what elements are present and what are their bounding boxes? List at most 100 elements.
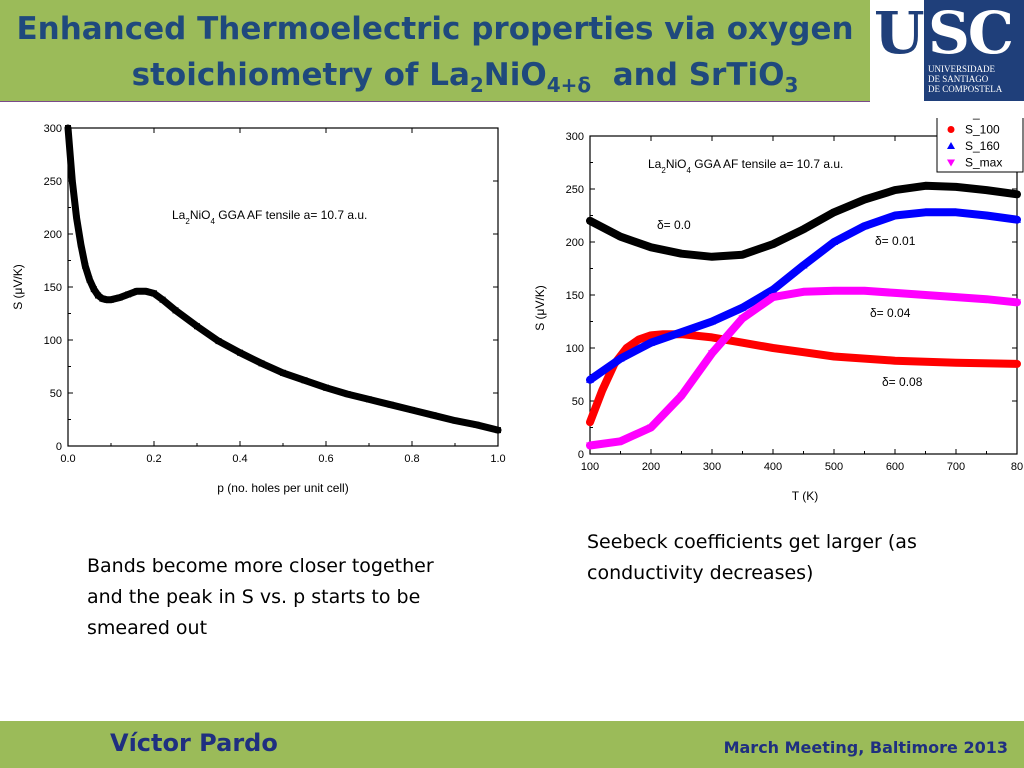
- title-text-c: and SrTiO: [591, 57, 785, 93]
- x-tick-label: 500: [825, 461, 843, 473]
- event-name: March Meeting, Baltimore 2013: [723, 738, 1008, 757]
- x-tick-label: 80: [1011, 461, 1023, 473]
- data-point-s_max: [677, 392, 686, 400]
- y-tick-label: 200: [44, 229, 62, 241]
- data-point-s_max: [738, 315, 747, 323]
- usc-logo: U SC UNIVERSIDADE DE SANTIAGO DE COMPOST…: [870, 0, 1024, 101]
- data-point-s_max: [891, 289, 899, 297]
- data-point: [215, 338, 222, 345]
- y-tick-label: 300: [566, 131, 584, 143]
- data-point: [82, 262, 89, 269]
- data-point-s_max: [586, 442, 594, 450]
- data-point-s_max: [799, 288, 808, 296]
- seebeck-vs-temperature-chart: 100 200 300 400 500 600 700 8005010015020025030…: [533, 118, 1024, 503]
- y-tick-label: 250: [44, 176, 62, 188]
- data-point-s_100: [708, 333, 716, 341]
- x-tick-label: 400: [764, 461, 782, 473]
- legend-marker-s_max: [947, 159, 955, 167]
- data-point-s_ef: [617, 233, 624, 240]
- data-point: [194, 323, 200, 330]
- data-point: [99, 295, 106, 302]
- y-tick-label: 50: [572, 396, 584, 408]
- data-point: [280, 369, 286, 376]
- author-name: Víctor Pardo: [110, 729, 278, 757]
- x-tick-label: 0.8: [404, 453, 419, 465]
- plot-frame: [67, 127, 499, 447]
- x-axis-label: p (no. holes per unit cell): [217, 481, 348, 495]
- y-tick-label: 150: [566, 290, 584, 302]
- logo-line-2: DE SANTIAGO: [928, 74, 989, 84]
- series-line-s_ef: [586, 181, 1021, 261]
- data-point: [323, 384, 329, 391]
- data-point-s_160: [952, 208, 960, 216]
- data-point-s_ef: [587, 217, 593, 224]
- chart-annotation: La2NiO4 GGA AF tensile a= 10.7 a.u.: [172, 208, 367, 226]
- data-point-s_160: [891, 211, 899, 219]
- title-text-b: NiO: [483, 57, 547, 93]
- y-tick-label: 200: [566, 237, 584, 249]
- y-axis-label: S (μV/K): [11, 264, 25, 310]
- logo-subtitle: UNIVERSIDADE DE SANTIAGO DE COMPOSTELA: [928, 64, 1024, 94]
- y-tick-label: 100: [44, 335, 62, 347]
- series-line: [64, 124, 502, 434]
- data-point-s_100: [830, 352, 838, 360]
- title-sub-a: 2: [469, 73, 484, 97]
- logo-blue-block: [924, 0, 1024, 101]
- title-line-2: stoichiometry of La2NiO4+δ and SrTiO3: [0, 52, 870, 98]
- data-point: [133, 288, 140, 295]
- data-point-s_160: [677, 328, 686, 336]
- legend-label-s_ef: S_EF: [965, 118, 995, 120]
- data-point: [90, 286, 97, 293]
- data-point: [69, 178, 76, 184]
- x-tick-label: 700: [947, 461, 965, 473]
- data-point-s_max: [982, 296, 991, 304]
- data-point-s_max: [769, 294, 777, 302]
- data-point-s_160: [586, 375, 594, 383]
- y-axis-label: S (μV/K): [533, 285, 547, 331]
- slide-header: Enhanced Thermoelectric properties via o…: [0, 0, 870, 102]
- delta-label: δ= 0.08: [882, 375, 923, 389]
- data-point-s_100: [952, 359, 960, 367]
- data-point-s_160: [830, 238, 838, 245]
- data-point: [473, 421, 480, 428]
- data-point-s_160: [647, 338, 655, 346]
- delta-label: δ= 0.01: [875, 234, 916, 248]
- series-line-s_max: [586, 286, 1021, 450]
- data-point-s_ef: [892, 187, 898, 194]
- delta-label: δ= 0.04: [870, 306, 911, 320]
- data-point: [495, 427, 501, 434]
- data-point-s_100: [800, 348, 807, 356]
- data-point-s_160: [860, 222, 869, 230]
- logo-line-3: DE COMPOSTELA: [928, 84, 1003, 94]
- data-point: [430, 412, 437, 419]
- title-sub-b: 4+δ: [546, 73, 592, 97]
- data-point-s_160: [769, 285, 777, 293]
- data-point-s_160: [921, 208, 930, 216]
- logo-letters-sc: SC: [928, 0, 1014, 67]
- data-point-s_ef: [922, 182, 929, 189]
- data-point-s_ef: [770, 241, 776, 248]
- data-point: [65, 125, 71, 131]
- logo-line-1: UNIVERSIDADE: [928, 64, 995, 74]
- data-point-s_160: [738, 303, 747, 311]
- data-point-s_160: [708, 317, 716, 325]
- data-point: [366, 396, 372, 403]
- note-left: Bands become more closer together and th…: [87, 555, 434, 639]
- x-tick-label: 1.0: [490, 453, 505, 465]
- data-point-s_160: [616, 354, 625, 362]
- x-tick-label: 300: [703, 461, 721, 473]
- x-tick-label: 100: [581, 461, 599, 473]
- data-point-s_100: [1013, 360, 1021, 368]
- data-point: [142, 288, 149, 295]
- data-point-s_100: [647, 331, 655, 339]
- data-point-s_ef: [800, 226, 807, 233]
- data-point: [159, 296, 166, 303]
- delta-label: δ= 0.0: [657, 218, 691, 232]
- y-tick-label: 250: [566, 184, 584, 196]
- x-tick-label: 0.2: [146, 453, 161, 465]
- data-point-s_160: [982, 211, 991, 219]
- title-line-1: Enhanced Thermoelectric properties via o…: [16, 11, 854, 47]
- data-point-s_100: [635, 336, 643, 344]
- x-tick-label: 0.0: [60, 453, 75, 465]
- data-point-s_ef: [983, 187, 990, 194]
